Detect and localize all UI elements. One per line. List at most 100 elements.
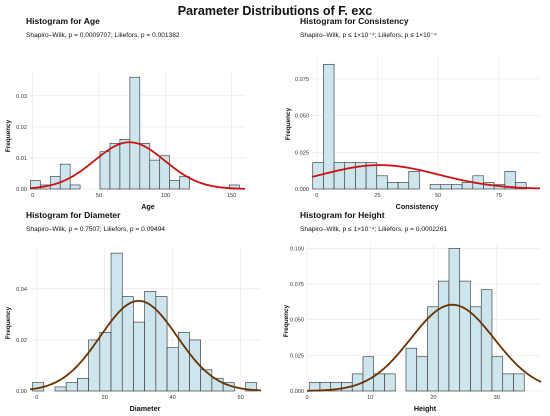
y-tick-label: 0.075 [295,77,309,83]
y-axis-label: Frequency [5,119,12,152]
histogram-bar [179,176,190,190]
panel-title: Histogram for Age [26,16,100,26]
histogram-bar [129,76,141,190]
histogram-bar [502,373,514,392]
histogram-bar [365,162,378,190]
histogram-bar [480,289,493,392]
x-tick-label: 0 [305,395,308,401]
y-tick-label: 0.000 [290,389,304,395]
histogram-bar [362,356,375,392]
histogram-bar [166,347,179,392]
y-tick-label: 0.000 [295,187,309,193]
histogram-bar [448,247,461,392]
x-axis-label: Consistency [396,202,439,211]
y-axis-label: Frequency [285,107,292,140]
histogram-bar [99,151,111,190]
histogram-bar [515,182,527,190]
panel-title: Histogram for Consistency [300,16,409,26]
y-axis-label: Frequency [283,304,290,337]
density-curve [311,164,541,190]
histogram-bar [513,373,525,392]
histogram-bar [121,296,134,392]
x-tick-label: 50 [435,193,441,199]
histogram-bar [77,377,89,392]
histogram-bar [109,143,121,190]
x-tick-label: 20 [430,395,436,401]
x-tick-label: 10 [367,395,373,401]
panel-subtitle: Shapiro–Wilk, p = 0.0009707; Liliefors, … [26,32,180,39]
histogram-bar [470,306,482,392]
histogram-bar [169,180,180,190]
x-axis-label: Age [141,202,155,211]
histogram-bar [437,280,450,392]
histogram-bar [397,182,410,190]
x-tick-label: 60 [238,395,244,401]
y-tick-label: 0.050 [295,114,309,120]
consistency-histogram: Histogram for Consistency Shapiro–Wilk, … [285,16,541,211]
x-tick-label: 75 [496,193,502,199]
x-tick-label: 30 [494,395,500,401]
y-tick-label: 0.100 [290,246,304,252]
density-curve [29,141,246,190]
histogram-bar [110,252,123,392]
histogram-bar [384,373,396,392]
histogram-bar [88,339,101,392]
histogram-bar [54,386,67,392]
histogram-bar [491,356,504,392]
histogram-bar [440,184,452,190]
histogram-bar [245,382,258,392]
y-tick-label: 0.00 [16,187,27,193]
histogram-bar [139,143,151,190]
histogram-bar [59,163,71,190]
y-tick-label: 0.02 [16,338,27,344]
panel-subtitle: Shapiro–Wilk, p ≤ 1×10⁻⁴; Liliefors, p ≤… [300,32,437,39]
x-tick-label: 0 [35,395,38,401]
panel-title: Histogram for Diameter [26,210,121,220]
y-tick-label: 0.03 [16,94,27,100]
panel-subtitle: Shapiro–Wilk, p ≤ 1×10⁻⁴; Liliefors, p =… [300,226,447,233]
page-title: Parameter Distributions of F. exc [177,4,373,18]
histogram-bar [459,280,471,392]
histogram-bar [65,382,78,392]
histogram-bar [69,184,81,190]
histogram-bar [144,291,157,392]
histogram-bar [155,296,168,392]
histogram-bar [461,182,474,190]
histogram-bar [119,139,131,190]
x-tick-label: 0 [315,193,318,199]
diameter-histogram: Histogram for Diameter Shapiro–Wilk, p =… [5,210,262,413]
panel-title: Histogram for Height [300,210,385,220]
histogram-bar [427,306,439,392]
x-tick-label: 40 [170,395,176,401]
histogram-bar [416,356,428,392]
histogram-bar [387,182,399,190]
y-tick-label: 0.025 [295,150,309,156]
x-axis-label: Diameter [130,404,161,413]
x-tick-label: 100 [161,193,170,199]
histogram-bar [323,63,335,190]
histogram-bar [133,321,145,392]
histogram-bar [373,373,385,392]
y-tick-label: 0.04 [16,287,27,293]
histogram-bar [429,184,442,190]
x-axis-label: Height [414,404,437,413]
histogram-bar [99,331,112,392]
x-tick-label: 0 [31,193,34,199]
density-curve [306,303,542,392]
y-tick-label: 0.01 [16,156,27,162]
y-tick-label: 0.00 [16,389,27,395]
histogram-bar [405,347,418,392]
histogram-bar [376,175,388,190]
age-histogram: Histogram for Age Shapiro–Wilk, p = 0.00… [5,16,246,211]
histogram-bar [333,162,346,190]
density-curve [29,299,262,392]
panel-subtitle: Shapiro–Wilk, p = 0.7507; Liliefors, p =… [26,226,165,233]
histogram-bar [159,155,170,190]
histogram-bar [504,171,516,190]
histogram-bar [451,184,463,190]
y-tick-label: 0.025 [290,353,304,359]
y-tick-label: 0.075 [290,282,304,288]
x-tick-label: 25 [374,193,380,199]
histogram-bar [149,159,161,190]
x-tick-label: 50 [96,193,102,199]
